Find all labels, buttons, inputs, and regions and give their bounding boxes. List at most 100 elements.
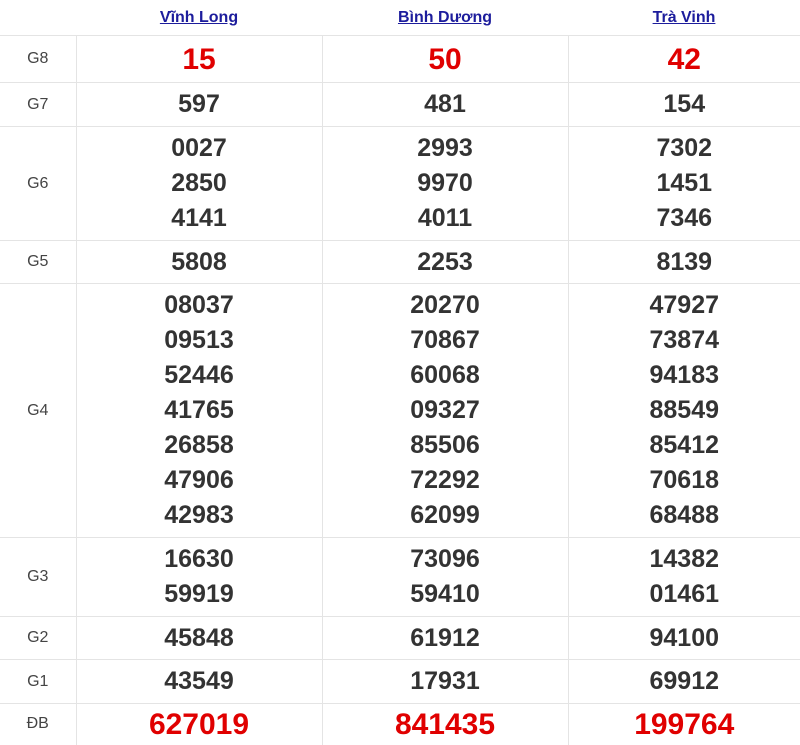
result-number: 68488 <box>649 501 720 529</box>
result-cell: 69912 <box>568 659 800 704</box>
result-cell: 47927 73874 94183 88549 85412 70618 68488 <box>568 283 800 538</box>
prize-row-g2: G2 45848 61912 94100 <box>0 616 800 660</box>
result-cell: 20270 70867 60068 09327 85506 72292 62099 <box>322 283 569 538</box>
result-number: 69912 <box>649 667 720 695</box>
province-link-vinh-long[interactable]: Vĩnh Long <box>159 8 239 26</box>
result-cell: 08037 09513 52446 41765 26858 47906 42983 <box>76 283 323 538</box>
result-number: 42 <box>667 42 701 76</box>
prize-row-g8: G8 15 50 42 <box>0 35 800 83</box>
result-number: 841435 <box>394 707 496 741</box>
result-number: 9970 <box>417 169 473 197</box>
result-cell: 2253 <box>322 240 569 284</box>
corner-cell <box>0 0 76 36</box>
result-number: 2850 <box>171 169 227 197</box>
result-number: 09513 <box>164 326 234 354</box>
result-cell: 841435 <box>322 703 569 745</box>
result-cell: 0027 2850 4141 <box>76 126 323 241</box>
result-number: 59919 <box>164 580 234 608</box>
result-number: 70867 <box>410 326 480 354</box>
result-number: 01461 <box>649 580 720 608</box>
result-number: 8139 <box>656 247 713 276</box>
result-cell: 15 <box>76 35 323 83</box>
result-number: 154 <box>663 90 706 118</box>
prize-label: G1 <box>0 659 77 704</box>
prize-row-g1: G1 43549 17931 69912 <box>0 659 800 704</box>
result-number: 72292 <box>410 466 480 494</box>
result-number: 2993 <box>417 134 473 162</box>
result-number: 73874 <box>649 326 720 354</box>
result-cell: 45848 <box>76 616 323 660</box>
result-cell: 43549 <box>76 659 323 704</box>
result-number: 7302 <box>656 134 713 162</box>
result-cell: 7302 1451 7346 <box>568 126 800 241</box>
result-cell: 597 <box>76 82 323 127</box>
result-number: 52446 <box>164 361 234 389</box>
prize-label: G2 <box>0 616 77 660</box>
province-link-tra-vinh[interactable]: Trà Vinh <box>652 8 716 26</box>
prize-label: ĐB <box>0 703 77 745</box>
result-number: 16630 <box>164 545 234 573</box>
prize-row-g6: G6 0027 2850 4141 2993 9970 4011 7302 1451 7346 <box>0 126 800 241</box>
result-number: 85506 <box>410 431 480 459</box>
result-number: 88549 <box>649 396 720 424</box>
result-number: 2253 <box>417 247 473 276</box>
header-row: Vĩnh Long Bình Dương Trà Vinh <box>0 0 800 36</box>
result-cell: 627019 <box>76 703 323 745</box>
prize-label: G8 <box>0 35 77 83</box>
result-number: 14382 <box>649 545 720 573</box>
result-cell: 481 <box>322 82 569 127</box>
result-number: 41765 <box>164 396 234 424</box>
result-number: 7346 <box>656 204 713 232</box>
result-cell: 199764 <box>568 703 800 745</box>
result-cell: 5808 <box>76 240 323 284</box>
prize-row-g5: G5 5808 2253 8139 <box>0 240 800 284</box>
result-number: 17931 <box>410 667 480 695</box>
result-number: 42983 <box>164 501 234 529</box>
result-number: 43549 <box>164 667 234 695</box>
result-number: 47906 <box>164 466 234 494</box>
result-number: 60068 <box>410 361 480 389</box>
result-cell: 94100 <box>568 616 800 660</box>
result-number: 5808 <box>171 247 227 276</box>
result-number: 15 <box>182 42 216 76</box>
prize-row-g4: G4 08037 09513 52446 41765 26858 47906 42983 202… <box>0 283 800 538</box>
result-number: 70618 <box>649 466 720 494</box>
prize-label: G6 <box>0 126 77 241</box>
prize-label: G4 <box>0 283 77 538</box>
result-number: 08037 <box>164 291 234 319</box>
result-number: 26858 <box>164 431 234 459</box>
result-number: 50 <box>428 42 462 76</box>
result-number: 61912 <box>410 623 480 652</box>
result-number: 94100 <box>649 623 720 652</box>
result-cell: 8139 <box>568 240 800 284</box>
result-number: 0027 <box>171 134 227 162</box>
result-number: 20270 <box>410 291 480 319</box>
result-number: 597 <box>178 90 220 118</box>
prize-label: G5 <box>0 240 77 284</box>
result-number: 4011 <box>417 204 473 232</box>
prize-row-g7: G7 597 481 154 <box>0 82 800 127</box>
result-cell: 154 <box>568 82 800 127</box>
result-cell: 2993 9970 4011 <box>322 126 569 241</box>
result-cell: 73096 59410 <box>322 537 569 617</box>
result-number: 47927 <box>649 291 720 319</box>
result-number: 481 <box>424 90 466 118</box>
result-number: 199764 <box>634 707 735 741</box>
result-number: 45848 <box>164 623 234 652</box>
result-cell: 17931 <box>322 659 569 704</box>
prize-label: G3 <box>0 537 77 617</box>
result-number: 627019 <box>148 707 250 741</box>
result-cell: 42 <box>568 35 800 83</box>
prize-row-đb: ĐB 627019 841435 199764 <box>0 703 800 745</box>
result-number: 09327 <box>410 396 480 424</box>
result-number: 85412 <box>649 431 720 459</box>
province-link-binh-duong[interactable]: Bình Dương <box>397 8 493 26</box>
result-number: 59410 <box>410 580 480 608</box>
result-number: 1451 <box>656 169 713 197</box>
result-cell: 50 <box>322 35 569 83</box>
result-number: 94183 <box>649 361 720 389</box>
result-cell: 14382 01461 <box>568 537 800 617</box>
result-cell: 61912 <box>322 616 569 660</box>
prize-label: G7 <box>0 82 77 127</box>
